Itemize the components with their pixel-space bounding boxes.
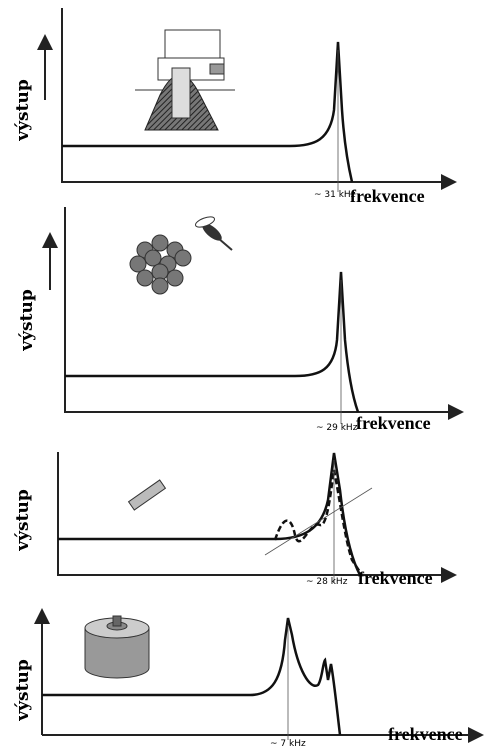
- y-label: výstup: [17, 289, 37, 352]
- x-label: frekvence: [358, 568, 433, 588]
- peak-label: ~ 31 kHz: [314, 190, 356, 200]
- panel-3: výstup ~ 28 kHz frekvence: [13, 452, 457, 588]
- peak-label: ~ 7 kHz: [270, 739, 306, 749]
- cylinder-illustration: [84, 615, 150, 679]
- y-label: výstup: [13, 659, 33, 722]
- panel-4: výstup ~ 7 kHz frekvence: [13, 608, 484, 749]
- y-label: výstup: [13, 79, 33, 142]
- x-label: frekvence: [350, 186, 425, 206]
- honeycomb-illustration: [129, 234, 192, 295]
- panel-2: výstup ~ 29 kHz frekvence: [17, 207, 464, 433]
- sensor-illustration: [135, 29, 235, 131]
- y-label: výstup: [13, 489, 33, 552]
- peak-label: ~ 29 kHz: [316, 423, 358, 433]
- peak-label: ~ 28 kHz: [306, 577, 348, 587]
- bee-illustration: [195, 216, 233, 251]
- x-label: frekvence: [356, 413, 431, 433]
- tube-illustration: [127, 479, 167, 511]
- x-label: frekvence: [388, 724, 463, 744]
- panel-1: výstup ~ 31 kHz frekvence: [13, 8, 457, 206]
